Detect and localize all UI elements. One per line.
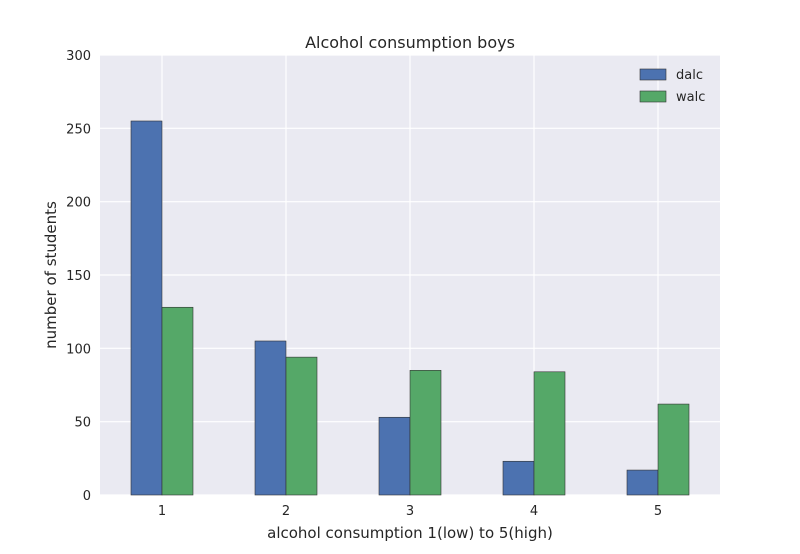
bar-walc-4 bbox=[533, 371, 566, 496]
bar-dalc-3 bbox=[378, 416, 411, 496]
legend-label-dalc: dalc bbox=[676, 68, 703, 83]
y-tick-label: 50 bbox=[74, 416, 91, 431]
y-axis-label: number of students bbox=[42, 201, 60, 349]
chart-title: Alcohol consumption boys bbox=[305, 33, 515, 52]
y-tick-label: 300 bbox=[66, 49, 91, 64]
legend-swatch-dalc bbox=[639, 68, 667, 81]
y-tick-label: 250 bbox=[66, 122, 91, 137]
bar-walc-3 bbox=[409, 370, 442, 496]
bars bbox=[130, 120, 690, 496]
y-tick-label: 100 bbox=[66, 342, 91, 357]
bar-dalc-2 bbox=[254, 340, 287, 496]
x-axis-label: alcohol consumption 1(low) to 5(high) bbox=[267, 524, 553, 542]
y-tick-label: 150 bbox=[66, 269, 91, 284]
bar-dalc-1 bbox=[130, 120, 163, 496]
y-tick-label: 0 bbox=[83, 489, 91, 504]
x-tick-label: 5 bbox=[654, 504, 662, 519]
tick-labels: 0 50 100 150 200 250 300 1 2 3 4 5 bbox=[66, 49, 662, 519]
x-tick-label: 4 bbox=[530, 504, 538, 519]
legend-swatch-walc bbox=[639, 90, 667, 103]
bar-walc-2 bbox=[285, 356, 318, 496]
legend: dalc walc bbox=[639, 68, 705, 105]
bar-dalc-4 bbox=[502, 460, 535, 496]
bar-walc-5 bbox=[657, 403, 690, 496]
legend-label-walc: walc bbox=[676, 90, 705, 105]
bar-dalc-5 bbox=[626, 469, 659, 496]
bar-walc-1 bbox=[161, 306, 194, 496]
x-tick-label: 2 bbox=[282, 504, 290, 519]
x-tick-label: 1 bbox=[158, 504, 166, 519]
y-tick-label: 200 bbox=[66, 196, 91, 211]
x-tick-label: 3 bbox=[406, 504, 414, 519]
